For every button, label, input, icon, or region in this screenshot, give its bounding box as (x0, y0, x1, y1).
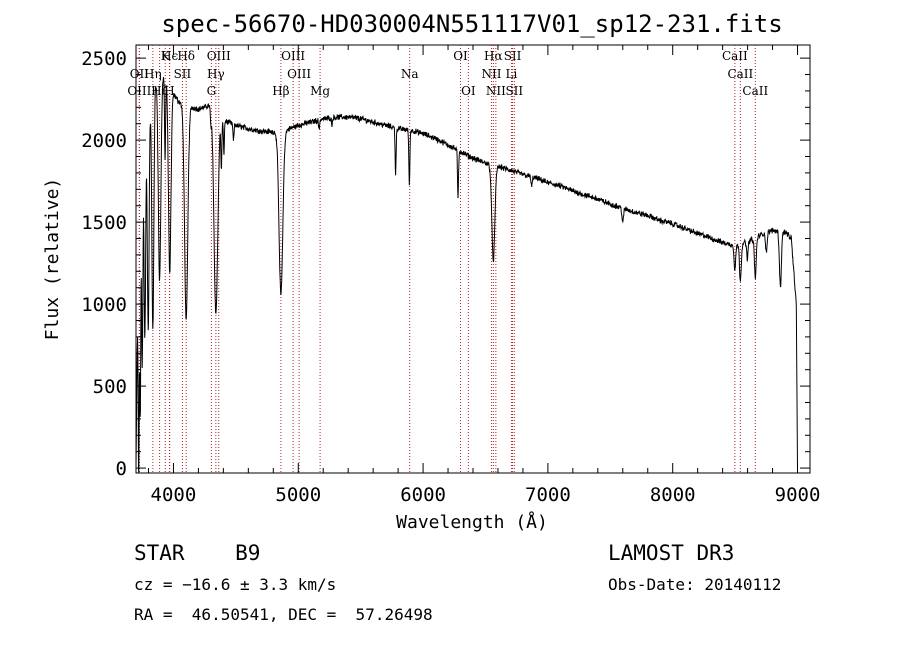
y-tick-label: 2500 (81, 48, 127, 70)
reference-label: NII (481, 67, 501, 81)
reference-label: Hα (484, 49, 503, 63)
reference-label: Li (506, 67, 518, 81)
reference-label: Hδ (177, 49, 195, 63)
x-axis-label: Wavelength (Å) (396, 511, 548, 533)
x-tick-label: 4000 (151, 484, 197, 506)
reference-label: Mg (310, 84, 330, 98)
reference-label: Hϵ (161, 49, 178, 63)
spectrum-line (135, 77, 798, 474)
reference-label: OIII (207, 49, 231, 63)
y-tick-label: 500 (93, 376, 127, 398)
y-tick-label: 0 (116, 458, 127, 480)
reference-label: Hβ (272, 84, 289, 98)
survey-name: LAMOST DR3 (608, 541, 735, 565)
x-tick-label: 5000 (275, 484, 321, 506)
y-tick-label: 1000 (81, 294, 127, 316)
plot-frame (135, 44, 811, 474)
y-tick-label: 2000 (81, 130, 127, 152)
reference-label: CaII (742, 84, 768, 98)
reference-label: OIII (287, 67, 311, 81)
x-tick-label: 7000 (525, 484, 571, 506)
y-tick-label: 1500 (81, 212, 127, 234)
reference-label: OI (461, 84, 476, 98)
redshift-text: cz = −16.6 ± 3.3 km/s (134, 575, 337, 594)
observation-date: Obs-Date: 20140112 (608, 575, 782, 594)
reference-label: OIII (281, 49, 305, 63)
reference-label: CaII (727, 67, 753, 81)
object-class: STAR B9 (134, 541, 261, 565)
reference-label: G (207, 84, 217, 98)
reference-label: OII (130, 67, 150, 81)
y-axis-ticks: 0 500 1000 1500 2000 2500 (81, 48, 810, 480)
reference-label: H (164, 84, 174, 98)
x-tick-label: 9000 (775, 484, 821, 506)
reference-label: OI (453, 49, 468, 63)
coordinates-text: RA = 46.50541, DEC = 57.26498 (134, 605, 433, 624)
reference-label: SII (504, 49, 522, 63)
reference-label: SII (505, 84, 523, 98)
reference-label: CaII (722, 49, 748, 63)
x-tick-label: 6000 (400, 484, 446, 506)
reference-label: SII (174, 67, 192, 81)
reference-label: NII (486, 84, 506, 98)
reference-label: K (161, 49, 171, 63)
reference-label: Na (401, 67, 419, 81)
x-axis-ticks: 4000 5000 6000 7000 8000 9000 (147, 45, 821, 506)
reference-label: Hγ (207, 67, 225, 81)
y-axis-label: Flux (relative) (42, 178, 63, 341)
reference-label: Hη (144, 67, 162, 81)
reference-lines (138, 45, 756, 473)
chart-title: spec-56670-HD030004N551117V01_sp12-231.f… (161, 10, 782, 38)
x-tick-label: 8000 (650, 484, 696, 506)
